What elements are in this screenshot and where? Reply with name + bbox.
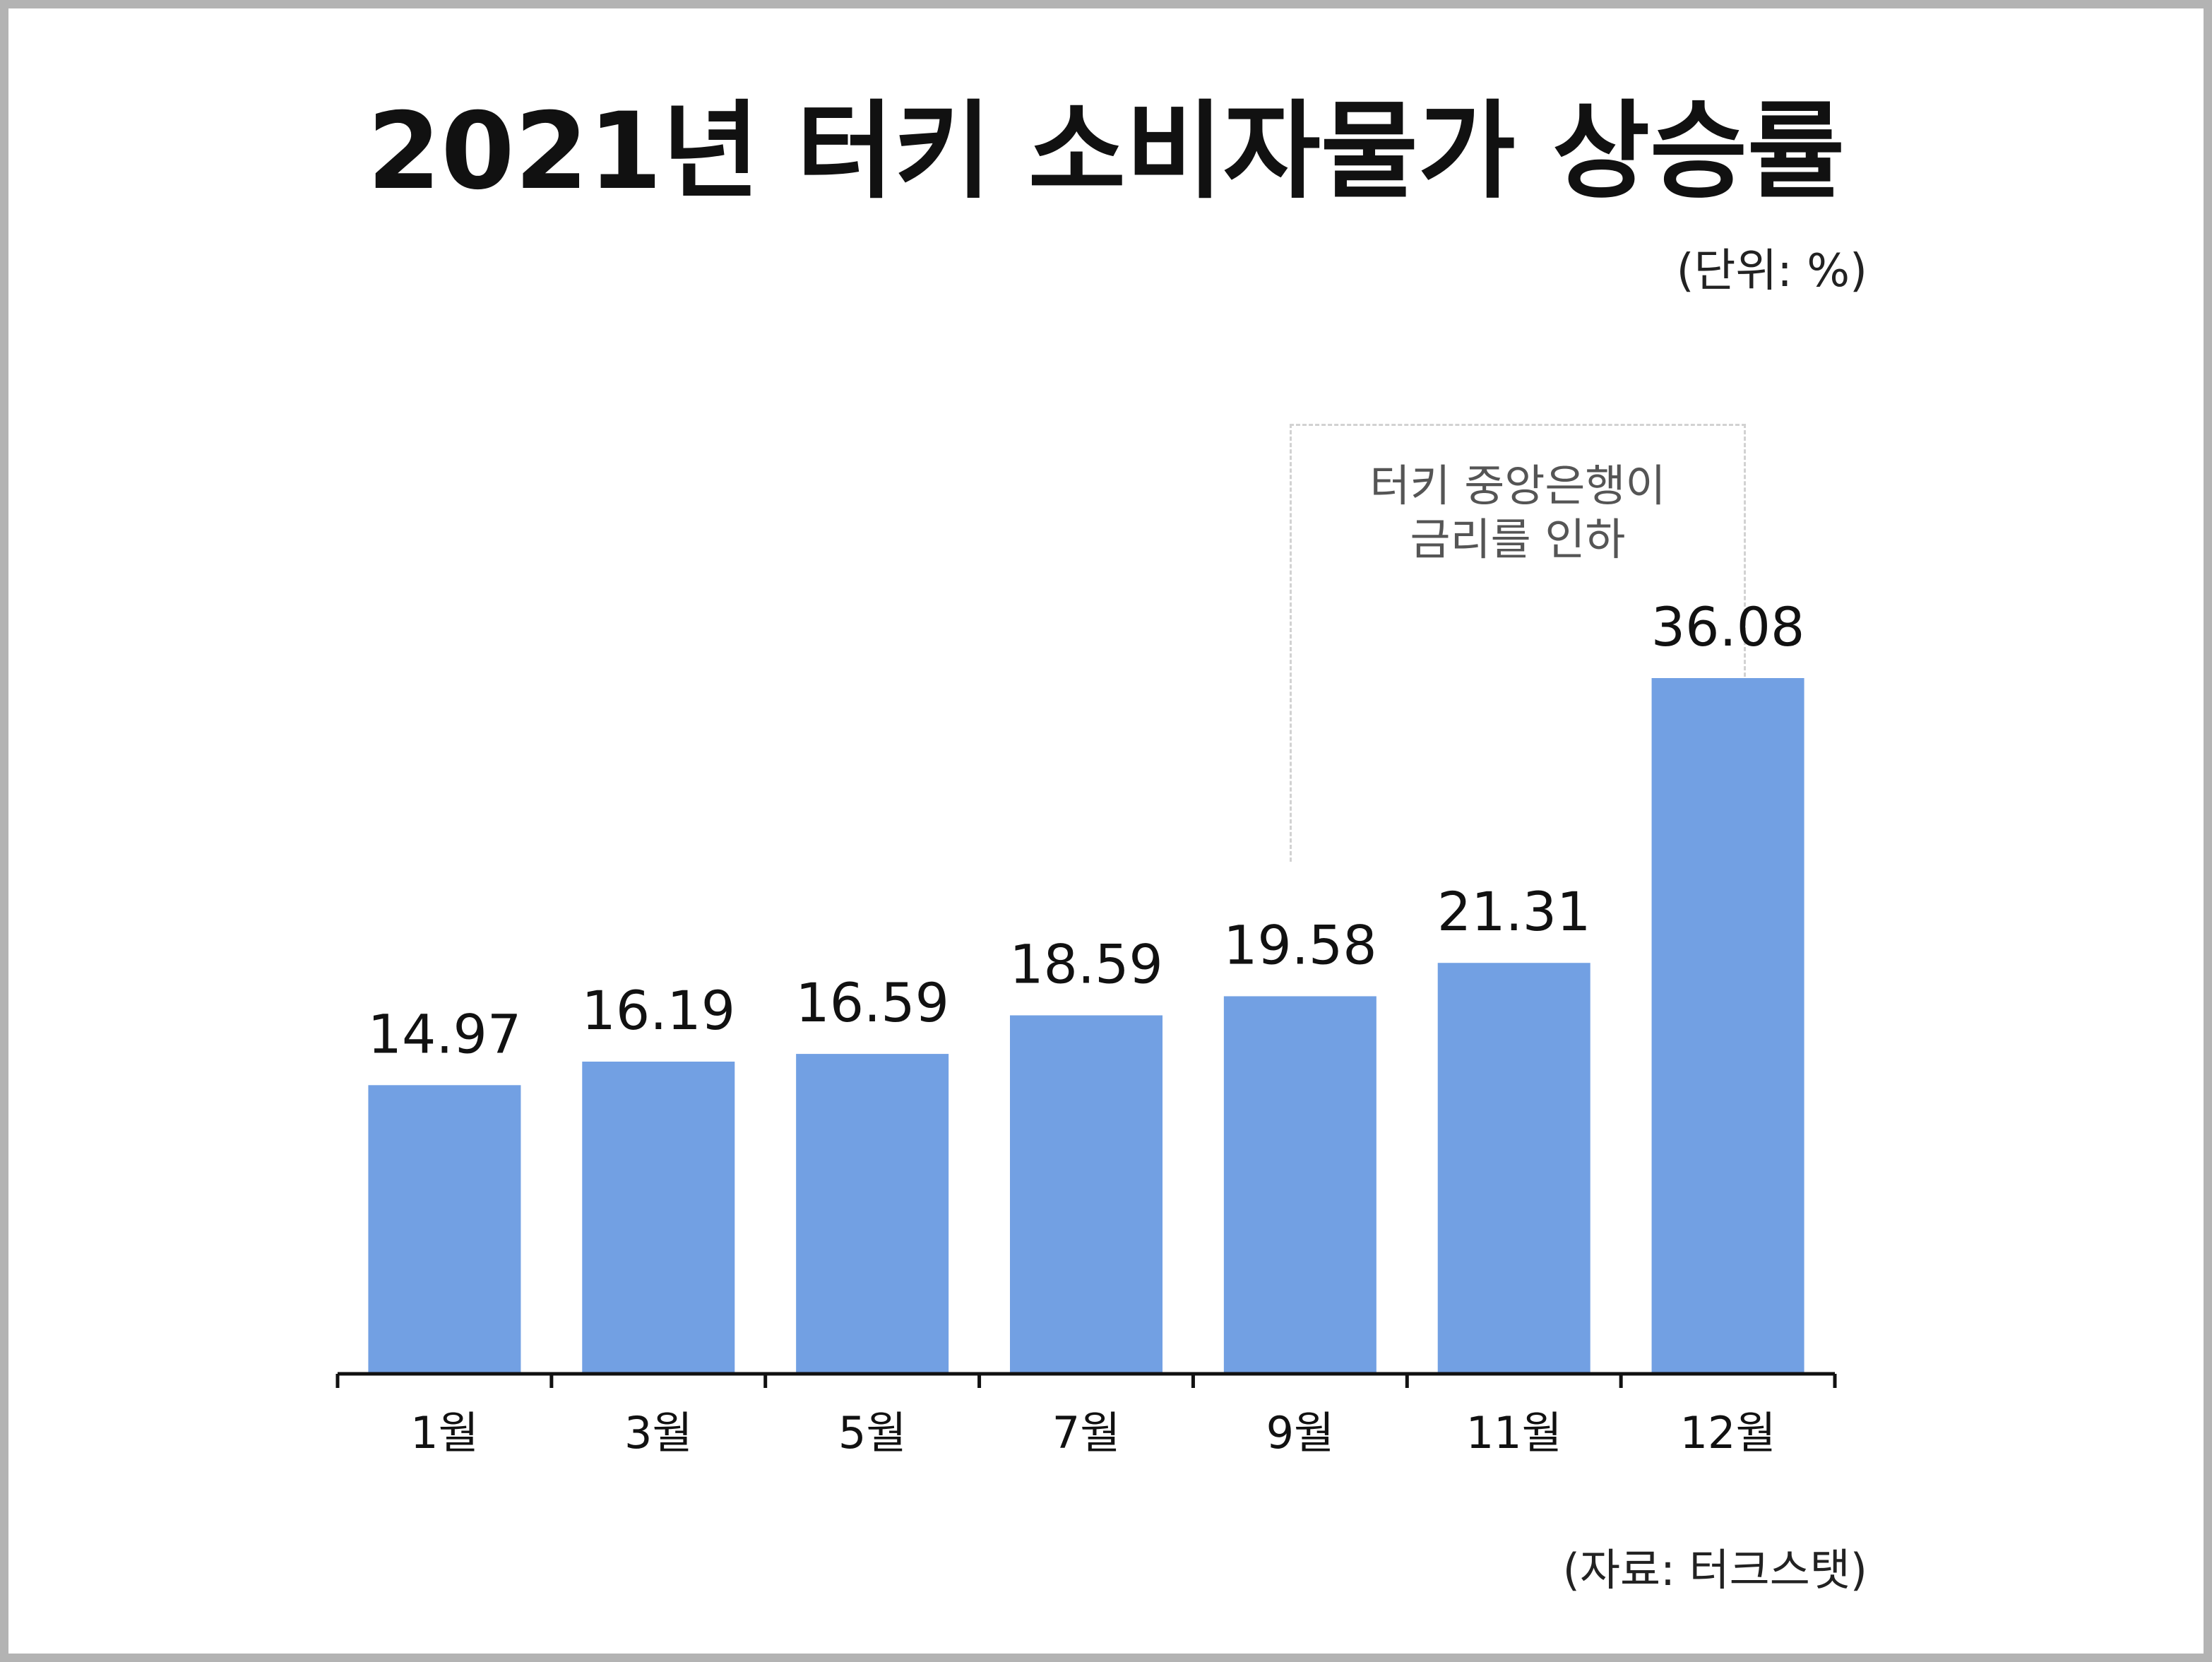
bar-4: [1010, 1015, 1163, 1374]
value-label-1: 14.97: [368, 1002, 522, 1065]
tick-label-2: 3월: [624, 1407, 693, 1459]
value-label-7: 36.08: [1651, 595, 1805, 658]
chart-title: 2021년 터키 소비자물가 상승률: [367, 90, 1845, 213]
value-label-3: 16.59: [795, 971, 949, 1034]
source-note: (자료: 터크스탯): [1562, 1544, 1867, 1596]
bar-3: [796, 1054, 949, 1374]
value-label-4: 18.59: [1009, 932, 1163, 995]
bar-5: [1223, 996, 1376, 1374]
tick-label-4: 7월: [1052, 1407, 1121, 1459]
bar-2: [582, 1062, 735, 1374]
labels-layer: 14.97 1월 16.19 3월 16.59 5월 18.59 7월 19.58 9월 21.31…: [368, 595, 1805, 1459]
annotation-text: 터키 중앙은행이 금리를 인하: [1369, 460, 1666, 565]
x-axis: [335, 1372, 1837, 1388]
value-label-5: 19.58: [1223, 913, 1377, 976]
bar-1: [368, 1085, 521, 1374]
tick-label-1: 1월: [410, 1407, 479, 1459]
bar-6: [1437, 963, 1590, 1374]
value-label-6: 21.31: [1437, 880, 1591, 943]
tick-label-7: 12월: [1680, 1407, 1776, 1459]
tick-label-6: 11월: [1466, 1407, 1562, 1459]
bar-7: [1651, 678, 1804, 1374]
bars-layer: [368, 678, 1804, 1374]
annotation-box: [1290, 424, 1746, 862]
tick-label-3: 5월: [838, 1407, 907, 1459]
unit-label: (단위: %): [1676, 245, 1867, 297]
tick-label-5: 9월: [1266, 1407, 1335, 1459]
value-label-2: 16.19: [581, 979, 735, 1042]
